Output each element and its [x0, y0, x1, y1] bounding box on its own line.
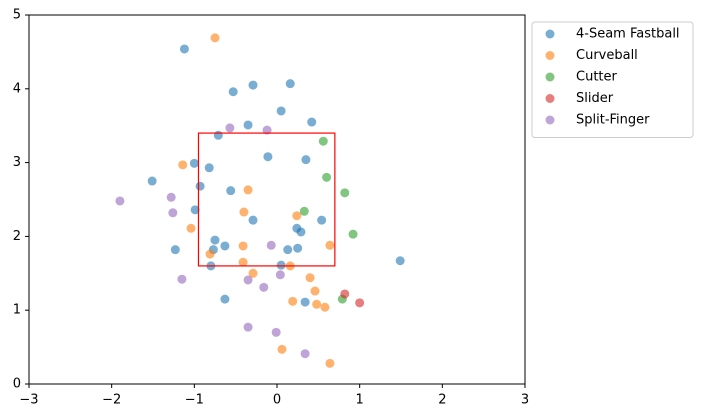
data-point — [395, 256, 405, 266]
plot-area — [29, 15, 525, 384]
data-point — [348, 229, 358, 239]
legend-marker — [545, 94, 555, 103]
data-point — [307, 117, 317, 127]
data-point — [300, 297, 310, 307]
data-point — [293, 243, 303, 253]
data-point — [340, 289, 350, 299]
data-point — [322, 172, 332, 182]
y-tick-label: 4 — [13, 81, 21, 96]
data-point — [195, 181, 205, 191]
y-tick-label: 1 — [13, 303, 21, 318]
data-point — [147, 176, 157, 186]
data-point — [243, 322, 253, 332]
data-point — [340, 188, 350, 198]
y-tick-label: 3 — [13, 155, 21, 170]
data-point — [179, 44, 189, 54]
data-point — [292, 211, 302, 221]
y-tick-label: 5 — [13, 8, 21, 23]
data-point — [243, 275, 253, 285]
x-tick-label: −2 — [102, 393, 121, 408]
legend-marker — [545, 29, 555, 39]
x-tick-label: 0 — [273, 393, 281, 408]
x-tick-label: 3 — [521, 393, 529, 408]
legend-label: Cutter — [576, 70, 618, 85]
legend-marker — [545, 51, 555, 60]
data-point — [213, 130, 223, 140]
data-point — [166, 192, 176, 202]
data-point — [320, 302, 330, 312]
data-point — [296, 227, 306, 237]
legend-marker — [545, 115, 555, 125]
data-point — [168, 208, 178, 218]
data-point — [300, 349, 310, 359]
data-point — [276, 260, 286, 270]
data-point — [263, 152, 273, 162]
data-point — [248, 80, 258, 90]
data-point — [225, 123, 235, 133]
legend-box — [531, 21, 694, 138]
y-tick-label: 2 — [13, 229, 21, 244]
y-tick-label: 0 — [13, 377, 21, 392]
data-point — [177, 274, 187, 284]
data-point — [205, 249, 215, 259]
data-point — [277, 344, 287, 354]
data-point — [325, 358, 335, 368]
data-point — [312, 299, 322, 309]
legend-label: Curveball — [576, 48, 638, 63]
data-point — [228, 87, 238, 97]
data-point — [178, 160, 188, 170]
data-point — [288, 296, 298, 306]
data-point — [301, 155, 311, 165]
x-tick-label: 2 — [438, 393, 446, 408]
data-point — [248, 215, 258, 225]
legend-marker — [545, 72, 555, 82]
data-point — [189, 158, 199, 168]
data-point — [310, 286, 320, 296]
data-point — [238, 241, 248, 251]
data-point — [239, 207, 249, 217]
strike-zone — [197, 132, 336, 267]
legend-label: Split-Finger — [576, 113, 650, 128]
data-point — [259, 282, 269, 292]
data-point — [248, 268, 258, 278]
data-point — [220, 294, 230, 304]
data-point — [190, 205, 200, 215]
data-point — [305, 273, 315, 283]
data-point — [299, 206, 309, 216]
data-point — [325, 240, 335, 250]
data-point — [266, 240, 276, 250]
axes-frame — [28, 14, 526, 385]
data-point — [271, 327, 281, 337]
data-point — [204, 163, 214, 173]
data-point — [220, 241, 230, 251]
x-tick-label: 1 — [356, 393, 364, 408]
data-point — [355, 298, 365, 308]
data-point — [317, 215, 327, 225]
data-point — [186, 223, 196, 233]
data-point — [318, 136, 328, 146]
data-point — [115, 196, 125, 206]
data-point — [210, 33, 220, 43]
data-point — [283, 245, 293, 255]
data-point — [262, 125, 272, 135]
data-point — [243, 185, 253, 195]
legend-label: 4-Seam Fastball — [576, 27, 680, 42]
x-tick-label: −1 — [185, 393, 204, 408]
data-point — [285, 79, 295, 89]
data-point — [210, 235, 220, 245]
legend-label: Slider — [576, 91, 614, 106]
data-point — [170, 245, 180, 255]
data-point — [275, 270, 285, 280]
data-point — [276, 106, 286, 116]
x-tick-label: −3 — [19, 393, 38, 408]
data-point — [238, 257, 248, 267]
data-point — [226, 186, 236, 196]
data-point — [243, 120, 253, 130]
